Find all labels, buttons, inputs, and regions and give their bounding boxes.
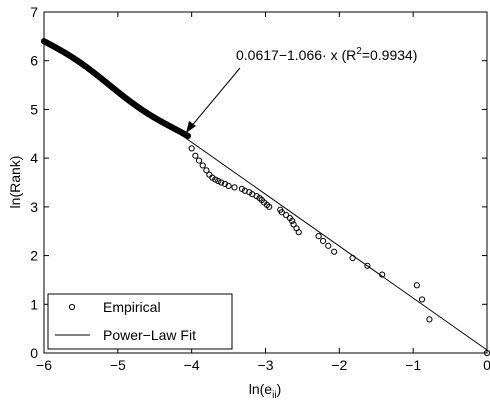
data-point [203,167,210,174]
data-point [315,232,322,240]
y-tick-label: 5 [30,101,38,117]
fit-annotation: 0.0617−1.066· x (R2=0.9934) [186,46,417,133]
legend-label-fit: Power−Law Fit [103,327,196,343]
x-tick-label: 0 [483,357,490,373]
data-point [331,248,338,255]
x-axis-label: ln(eii) [249,381,281,401]
data-point [364,262,371,269]
y-tick-label: 0 [30,345,38,361]
y-axis-label: ln(Rank) [7,156,23,209]
data-point [325,242,332,249]
data-point [221,180,228,188]
x-tick-label: −4 [184,357,200,373]
data-point [379,271,386,278]
y-tick-label: 6 [30,53,38,69]
data-point [413,282,420,289]
data-point [215,177,222,185]
data-point [283,212,290,219]
data-point [192,152,199,159]
data-point [188,145,195,152]
x-tick-label: −2 [331,357,347,373]
data-point [195,157,203,164]
data-points-group [40,38,490,357]
data-point [293,225,300,232]
legend-box [47,293,233,350]
y-tick-label: 4 [30,150,38,166]
data-point [418,296,426,303]
data-point [277,206,284,213]
legend-label-empirical: Empirical [103,299,161,315]
data-point [206,171,213,178]
data-point [290,221,297,228]
data-point [199,162,206,169]
y-tick-label: 7 [30,4,38,20]
x-tick-label: −5 [110,357,126,373]
x-tick-label: −1 [405,357,421,373]
y-tick-label: 1 [30,296,38,312]
y-tick-label: 2 [30,248,38,264]
x-tick-label: −3 [258,357,274,373]
data-point [286,214,293,222]
data-point [184,132,192,140]
data-point [218,179,225,186]
data-point [426,316,433,323]
x-tick-label: −6 [36,357,52,373]
data-point [349,254,356,262]
legend-marker-empirical [68,303,76,311]
data-point [231,184,238,191]
data-point [238,185,245,192]
annotation-text: 0.0617−1.066· x (R2=0.9934) [236,46,417,63]
legend: Empirical Power−Law Fit [47,293,233,350]
axis-ticks: −6 −5 −4 −3 −2 −1 0 0 1 2 3 4 5 6 7 [30,4,490,373]
data-point [319,237,327,245]
annotation-arrow-shaft [189,67,241,129]
annotation-arrow-head [186,121,196,133]
y-tick-label: 3 [30,199,38,215]
